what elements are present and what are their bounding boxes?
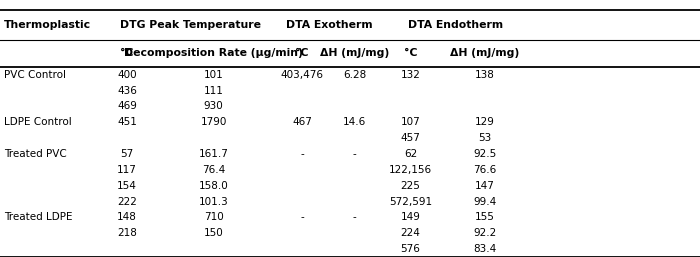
Text: 155: 155	[475, 212, 495, 222]
Text: 53: 53	[479, 133, 491, 143]
Text: 710: 710	[204, 212, 223, 222]
Text: Treated LDPE: Treated LDPE	[4, 212, 73, 222]
Text: 467: 467	[292, 117, 312, 127]
Text: ΔH (mJ/mg): ΔH (mJ/mg)	[451, 48, 519, 58]
Text: 149: 149	[400, 212, 421, 222]
Text: 111: 111	[204, 86, 223, 96]
Text: 218: 218	[117, 228, 137, 238]
Text: 117: 117	[117, 165, 137, 175]
Text: 1790: 1790	[200, 117, 227, 127]
Text: 403,476: 403,476	[281, 70, 323, 80]
Text: 129: 129	[475, 117, 495, 127]
Text: 138: 138	[475, 70, 495, 80]
Text: 572,591: 572,591	[389, 197, 432, 207]
Text: 161.7: 161.7	[199, 149, 228, 159]
Text: 107: 107	[400, 117, 421, 127]
Text: Treated PVC: Treated PVC	[4, 149, 67, 159]
Text: 930: 930	[204, 102, 223, 112]
Text: 62: 62	[404, 149, 417, 159]
Text: 469: 469	[117, 102, 137, 112]
Text: 6.28: 6.28	[343, 70, 366, 80]
Text: 57: 57	[120, 149, 134, 159]
Text: 154: 154	[117, 181, 137, 191]
Text: 99.4: 99.4	[473, 197, 497, 207]
Text: 148: 148	[117, 212, 137, 222]
Text: 132: 132	[400, 70, 421, 80]
Text: DTG Peak Temperature: DTG Peak Temperature	[120, 20, 260, 30]
Text: 400: 400	[117, 70, 137, 80]
Text: °C: °C	[295, 48, 309, 58]
Text: 451: 451	[117, 117, 137, 127]
Text: 101: 101	[204, 70, 223, 80]
Text: 83.4: 83.4	[473, 244, 497, 254]
Text: LDPE Control: LDPE Control	[4, 117, 72, 127]
Text: 14.6: 14.6	[343, 117, 366, 127]
Text: 150: 150	[204, 228, 223, 238]
Text: 158.0: 158.0	[199, 181, 228, 191]
Text: 92.5: 92.5	[473, 149, 497, 159]
Text: 436: 436	[117, 86, 137, 96]
Text: 122,156: 122,156	[389, 165, 432, 175]
Text: DTA Endotherm: DTA Endotherm	[409, 20, 503, 30]
Text: 76.4: 76.4	[202, 165, 225, 175]
Text: -: -	[353, 212, 356, 222]
Text: 147: 147	[475, 181, 495, 191]
Text: 576: 576	[400, 244, 421, 254]
Text: 76.6: 76.6	[473, 165, 497, 175]
Text: -: -	[353, 149, 356, 159]
Text: 101.3: 101.3	[199, 197, 228, 207]
Text: 224: 224	[400, 228, 421, 238]
Text: 222: 222	[117, 197, 137, 207]
Text: °C: °C	[120, 48, 134, 58]
Text: °C: °C	[404, 48, 417, 58]
Text: 457: 457	[400, 133, 421, 143]
Text: DTA Exotherm: DTA Exotherm	[286, 20, 372, 30]
Text: Decomposition Rate (μg/min): Decomposition Rate (μg/min)	[124, 48, 303, 58]
Text: -: -	[300, 149, 304, 159]
Text: Thermoplastic: Thermoplastic	[4, 20, 91, 30]
Text: 225: 225	[400, 181, 421, 191]
Text: -: -	[300, 212, 304, 222]
Text: PVC Control: PVC Control	[4, 70, 66, 80]
Text: ΔH (mJ/mg): ΔH (mJ/mg)	[320, 48, 389, 58]
Text: 92.2: 92.2	[473, 228, 497, 238]
